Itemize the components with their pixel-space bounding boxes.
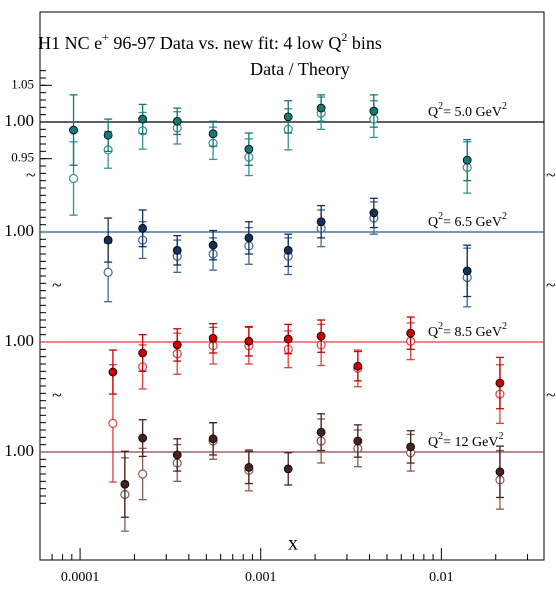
data-point (244, 462, 254, 472)
data-point (353, 436, 363, 446)
y-tick-label: 1.00 (4, 441, 34, 460)
y-tick-label: 1.00 (4, 111, 34, 130)
x-tick-label: 0.001 (245, 570, 277, 585)
title-part: 96-97 Data vs. new fit: 4 low Q (109, 33, 341, 53)
y-tick-label: 0.95 (11, 150, 34, 165)
data-point (172, 340, 182, 350)
data-point (316, 103, 326, 113)
title-part: bins (347, 33, 382, 53)
data-point (138, 114, 148, 124)
data-point (138, 348, 148, 358)
data-point (138, 469, 148, 479)
panel-label: Q2= 6.5 GeV2 (428, 211, 507, 230)
data-point (369, 106, 379, 116)
data-point (172, 116, 182, 126)
panel-label-part: Q (428, 215, 438, 230)
x-axis-label: x (288, 533, 298, 555)
panel-label-part: 2 (502, 211, 507, 222)
data-point (353, 361, 363, 371)
data-point (495, 467, 505, 477)
panel-label: Q2= 5.0 GeV2 (428, 101, 507, 120)
panel-label-part: 2 (502, 101, 507, 112)
data-point (108, 367, 118, 377)
frame (39, 11, 545, 561)
data-point (108, 418, 118, 428)
data-point (103, 267, 113, 277)
panel-label-part: 2 (498, 431, 503, 442)
panel-label-part: 2 (438, 321, 443, 332)
data-point (172, 245, 182, 255)
panel: 1.00 Q2= 8.5 GeV2 (4, 290, 544, 483)
data-point (369, 208, 379, 218)
panel-label-part: 2 (502, 321, 507, 332)
break: ~ (26, 165, 36, 185)
data-point (103, 235, 113, 245)
break: ~ (52, 385, 62, 405)
data-point (495, 378, 505, 388)
data-point (283, 245, 293, 255)
data-point (316, 427, 326, 437)
panel-label: Q2= 8.5 GeV2 (428, 321, 507, 340)
title-part: H1 NC e (38, 33, 102, 53)
panel: 1.00 Q2= 6.5 GeV2 (4, 180, 544, 308)
y-tick-label: 1.05 (11, 76, 34, 91)
break: ~ (546, 275, 556, 295)
x-tick-label: 0.0001 (61, 570, 100, 585)
panel-label-part: 2 (438, 101, 443, 112)
panel-label-part: = 12 GeV (443, 435, 498, 450)
data-point (283, 334, 293, 344)
data-point (208, 333, 218, 343)
x-tick-label: 0.01 (429, 570, 454, 585)
y-tick-label: 1.00 (4, 221, 34, 240)
axis-breaks: ~ ~ ~ ~ ~ ~ (26, 165, 556, 405)
data-point (462, 155, 472, 165)
data-point (208, 240, 218, 250)
data-point (316, 331, 326, 341)
chart-title: H1 NC e+ 96-97 Data vs. new fit: 4 low Q… (38, 30, 382, 53)
break: ~ (546, 385, 556, 405)
data-point (103, 130, 113, 140)
data-point (406, 442, 416, 452)
data-point (406, 328, 416, 338)
data-point (208, 434, 218, 444)
panel-label-part: = 5.0 GeV (443, 105, 502, 120)
panel-label-part: 2 (438, 431, 443, 442)
panel-label-part: Q (428, 435, 438, 450)
data-point (69, 125, 78, 135)
panel-label-part: Q (428, 105, 438, 120)
panel-label-part: 2 (438, 211, 443, 222)
data-point (244, 144, 254, 154)
data-point (244, 336, 254, 346)
panel-label-part: = 6.5 GeV (443, 215, 502, 230)
data-point (68, 173, 79, 184)
data-point (120, 479, 130, 489)
data-point (208, 129, 218, 139)
data-point (316, 217, 326, 227)
panel-label-part: = 8.5 GeV (443, 325, 502, 340)
chart-subtitle: Data / Theory (250, 59, 350, 79)
break: ~ (546, 165, 556, 185)
data-point (462, 266, 472, 276)
y-tick-label: 1.00 (4, 331, 34, 350)
title-sup: + (102, 30, 109, 44)
panel-label-part: Q (428, 325, 438, 340)
data-point (138, 433, 148, 443)
data-point (283, 112, 293, 122)
break: ~ (52, 275, 62, 295)
data-point (172, 450, 182, 460)
data-point (244, 233, 254, 243)
title-sup: 2 (341, 30, 347, 44)
panel-label: Q2= 12 GeV2 (428, 431, 503, 450)
data-point (283, 464, 293, 474)
panel: 1.00 Q2= 12 GeV2 (4, 400, 544, 532)
data-point (138, 223, 148, 233)
